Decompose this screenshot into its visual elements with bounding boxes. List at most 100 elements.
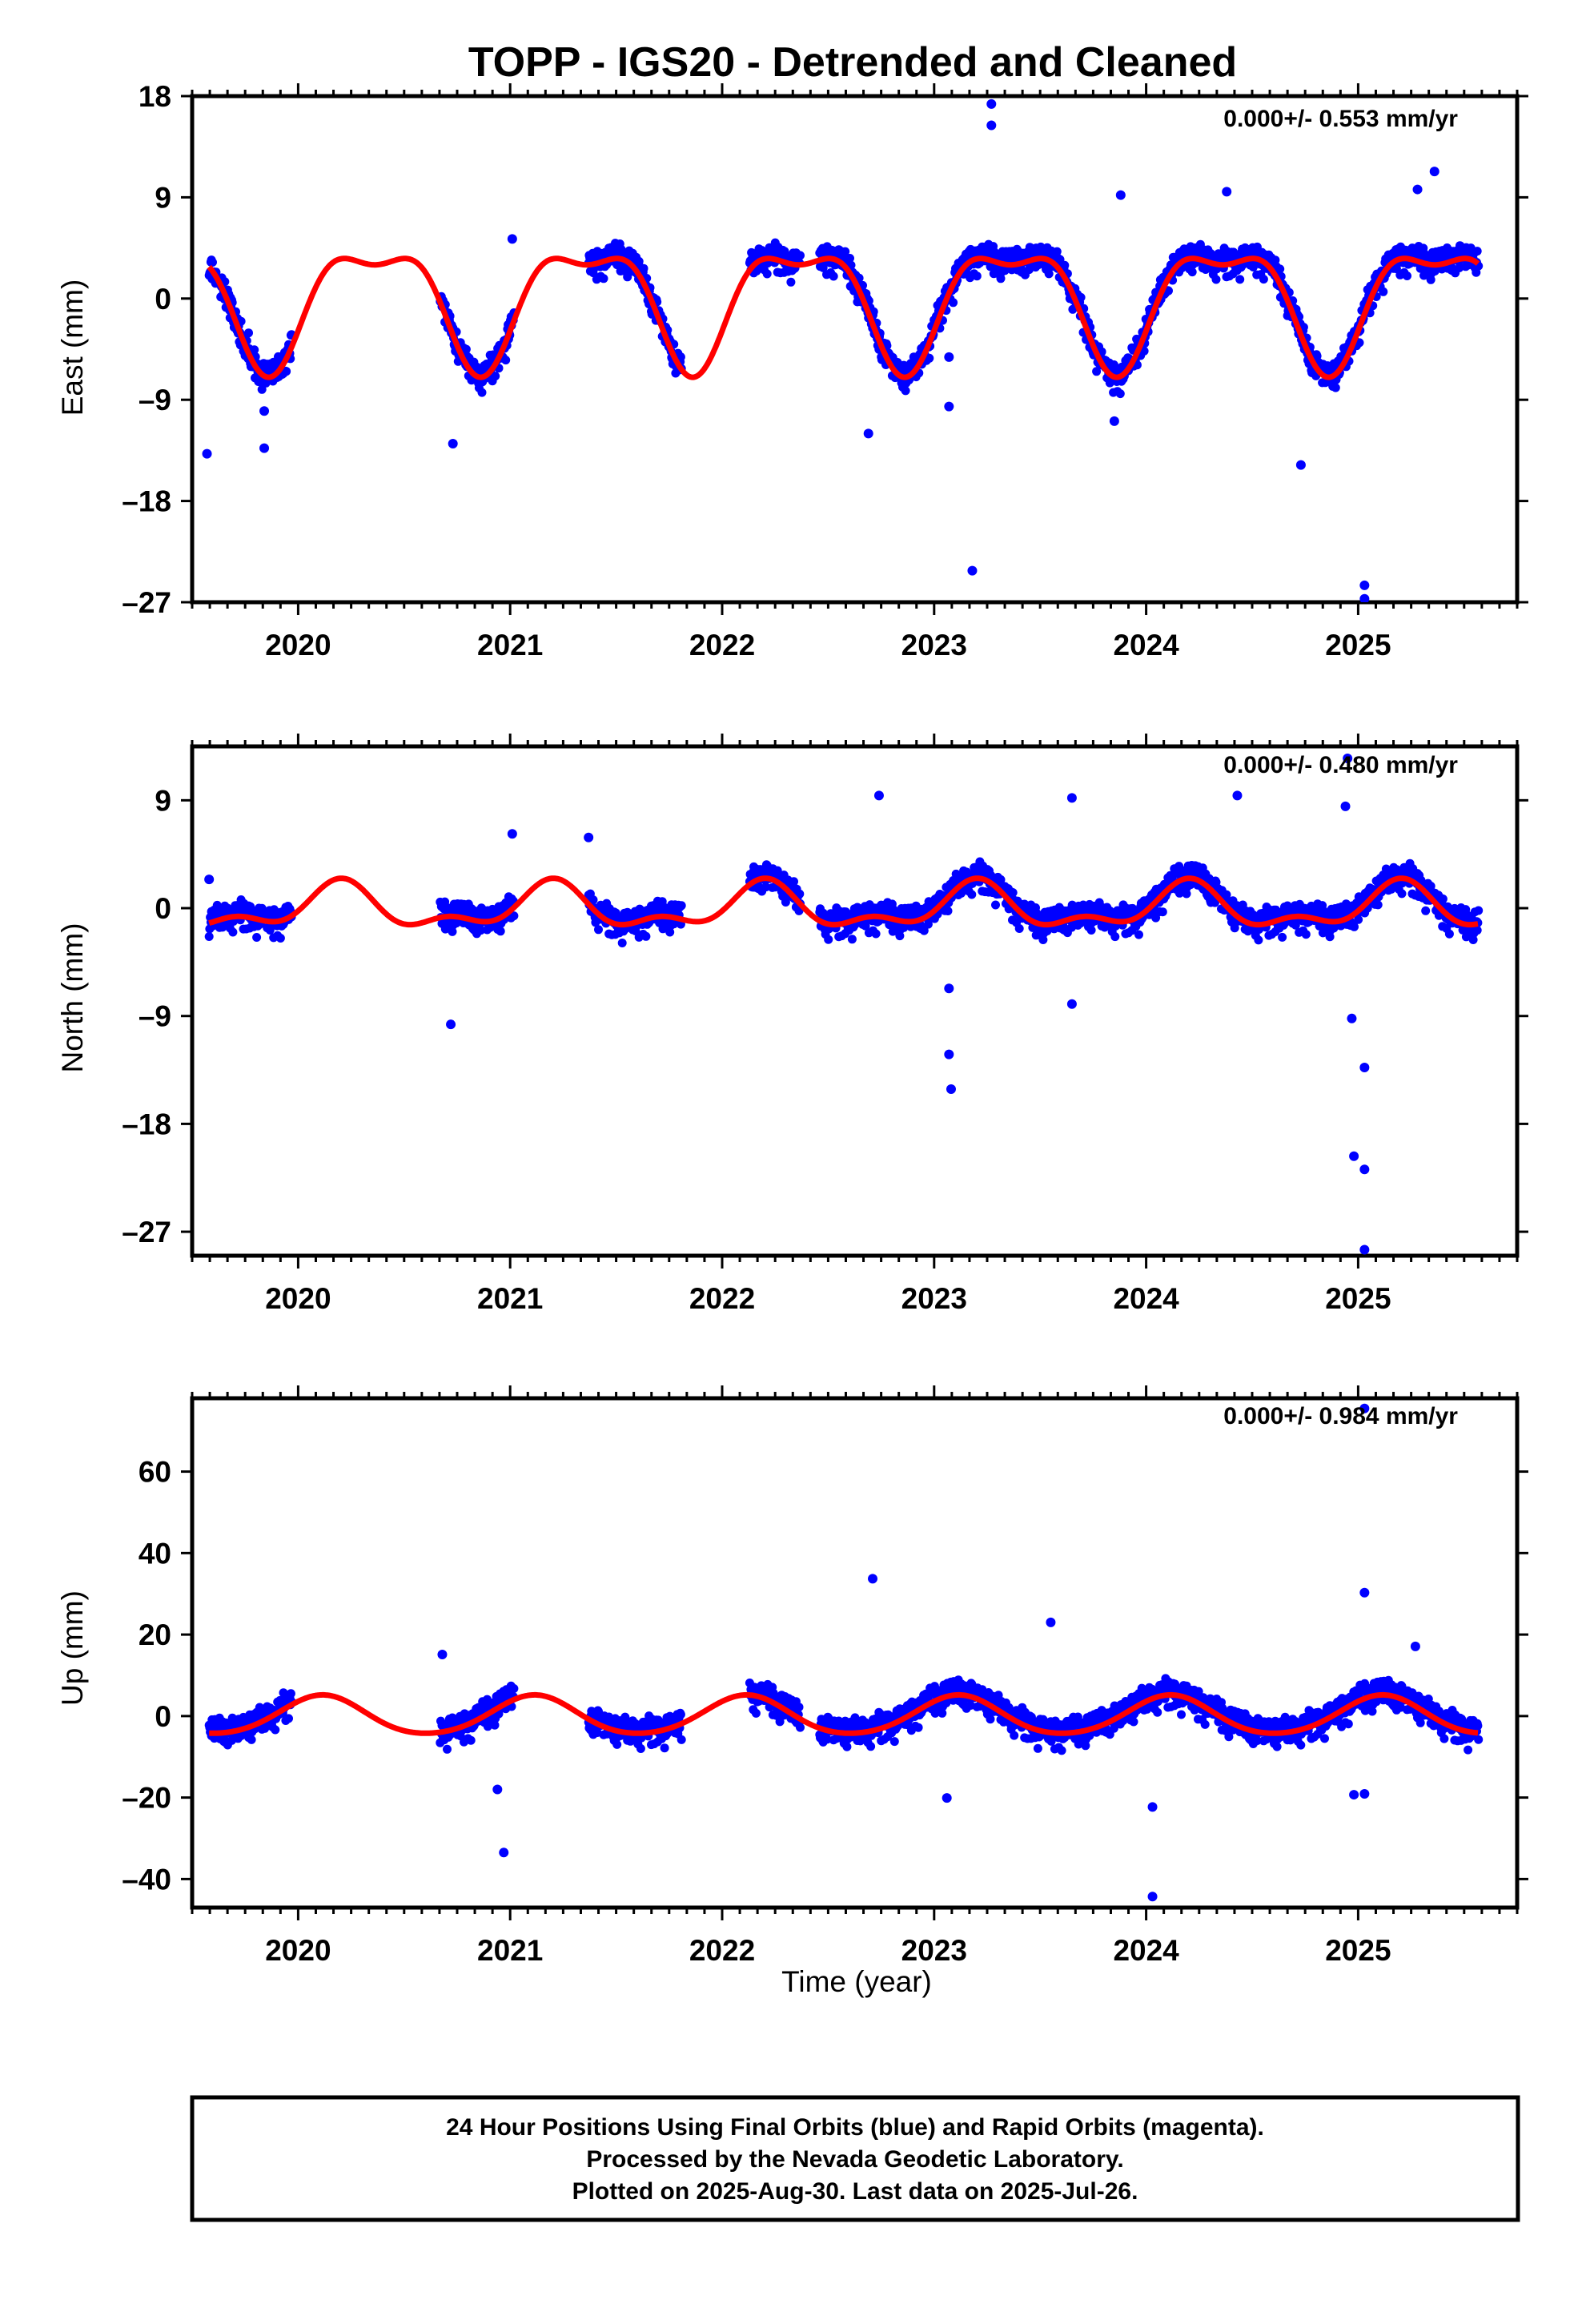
east-point <box>1164 286 1173 296</box>
east-point <box>829 271 838 281</box>
east-model-line <box>207 255 1480 380</box>
north-outlier-point <box>944 1049 954 1059</box>
east-point <box>250 345 259 355</box>
north-point <box>1182 889 1191 899</box>
north-xtick-label: 2025 <box>1325 1282 1391 1315</box>
north-point <box>789 877 798 887</box>
north-point <box>476 926 486 935</box>
up-xtick-label: 2023 <box>901 1934 967 1967</box>
up-xtick-label: 2024 <box>1113 1934 1179 1967</box>
east-outlier-point <box>1412 184 1423 195</box>
north-model-line <box>207 875 1480 928</box>
up-point <box>247 1735 256 1744</box>
up-point <box>636 1744 645 1753</box>
north-point <box>847 935 857 944</box>
north-point <box>509 911 519 921</box>
east-point <box>1403 271 1411 280</box>
up-frame <box>190 1396 1520 1910</box>
east-point <box>639 263 648 273</box>
north-outlier-point <box>1347 1013 1357 1023</box>
east-xtick-label: 2022 <box>689 629 755 661</box>
east-axis-label: East (mm) <box>56 279 89 416</box>
east-ytick-label: –18 <box>122 485 171 518</box>
north-point <box>1350 922 1359 931</box>
north-point <box>448 927 457 936</box>
up-ytick-label: 0 <box>155 1700 171 1733</box>
north-point <box>588 895 598 905</box>
north-point <box>1426 882 1435 891</box>
east-point <box>1379 287 1388 296</box>
up-point <box>889 1737 899 1747</box>
up-point <box>271 1725 280 1735</box>
north-point <box>1158 907 1167 917</box>
east-point <box>1235 275 1245 284</box>
north-outlier-point <box>944 983 954 994</box>
north-model-curve <box>207 875 1480 928</box>
east-point <box>1115 389 1125 399</box>
north-point <box>1086 926 1096 935</box>
east-outlier-point <box>1109 416 1119 426</box>
north-xtick-label: 2020 <box>265 1282 331 1315</box>
east-point <box>1472 247 1482 256</box>
east-xtick-label: 2024 <box>1113 629 1179 661</box>
east-point <box>676 352 685 362</box>
north-point <box>1421 906 1431 915</box>
north-point <box>1008 888 1018 898</box>
east-xtick-label: 2021 <box>477 629 543 661</box>
east-point <box>972 271 982 281</box>
north-outlier-point <box>507 829 517 839</box>
north-point <box>1397 889 1407 899</box>
east-xtick-label: 2025 <box>1325 629 1391 661</box>
east-point <box>282 367 291 376</box>
north-point <box>275 934 285 943</box>
east-outlier-point <box>986 120 997 131</box>
north-point <box>1354 915 1363 924</box>
north-point <box>594 925 603 935</box>
up-ytick-label: 60 <box>139 1456 171 1489</box>
east-point <box>599 274 608 283</box>
north-xtick-label: 2021 <box>477 1282 543 1315</box>
north-point <box>677 901 686 911</box>
north-ytick-label: –18 <box>122 1108 171 1140</box>
up-ytick-label: –20 <box>122 1782 171 1815</box>
north-axis-label: North (mm) <box>56 923 89 1072</box>
east-point <box>949 298 958 308</box>
north-point <box>252 933 262 942</box>
east-xtick-label: 2020 <box>265 629 331 661</box>
east-point <box>1139 346 1149 356</box>
north-point <box>1438 895 1447 903</box>
north-xtick-label: 2022 <box>689 1282 755 1315</box>
north-point <box>1110 932 1120 942</box>
east-point <box>1331 383 1340 392</box>
north-ytick-label: –9 <box>139 1000 171 1033</box>
north-outlier-point <box>1359 1164 1370 1175</box>
north-point <box>761 883 771 892</box>
east-outlier-point <box>1295 460 1306 470</box>
east-point <box>1092 367 1102 376</box>
north-point <box>996 875 1006 884</box>
north-point <box>824 935 833 944</box>
east-outlier-point <box>259 443 270 453</box>
north-xtick-label: 2023 <box>901 1282 967 1315</box>
north-point <box>1230 923 1239 933</box>
north-ytick-label: –27 <box>122 1216 171 1248</box>
east-point <box>461 344 471 354</box>
north-point <box>1373 900 1383 910</box>
up-xtick-label: 2022 <box>689 1934 755 1967</box>
north-outlier-point <box>446 1019 456 1030</box>
east-point <box>1076 292 1086 302</box>
north-point <box>1474 906 1484 915</box>
east-frame <box>190 94 1520 605</box>
east-ytick-label: 9 <box>155 181 171 214</box>
north-point <box>1254 935 1263 945</box>
north-point <box>617 939 627 947</box>
east-outlier-point <box>944 352 954 362</box>
north-point <box>1444 929 1454 939</box>
east-point <box>1271 255 1280 265</box>
up-point <box>1033 1743 1042 1753</box>
up-point <box>284 1714 293 1723</box>
east-point <box>1044 269 1054 279</box>
